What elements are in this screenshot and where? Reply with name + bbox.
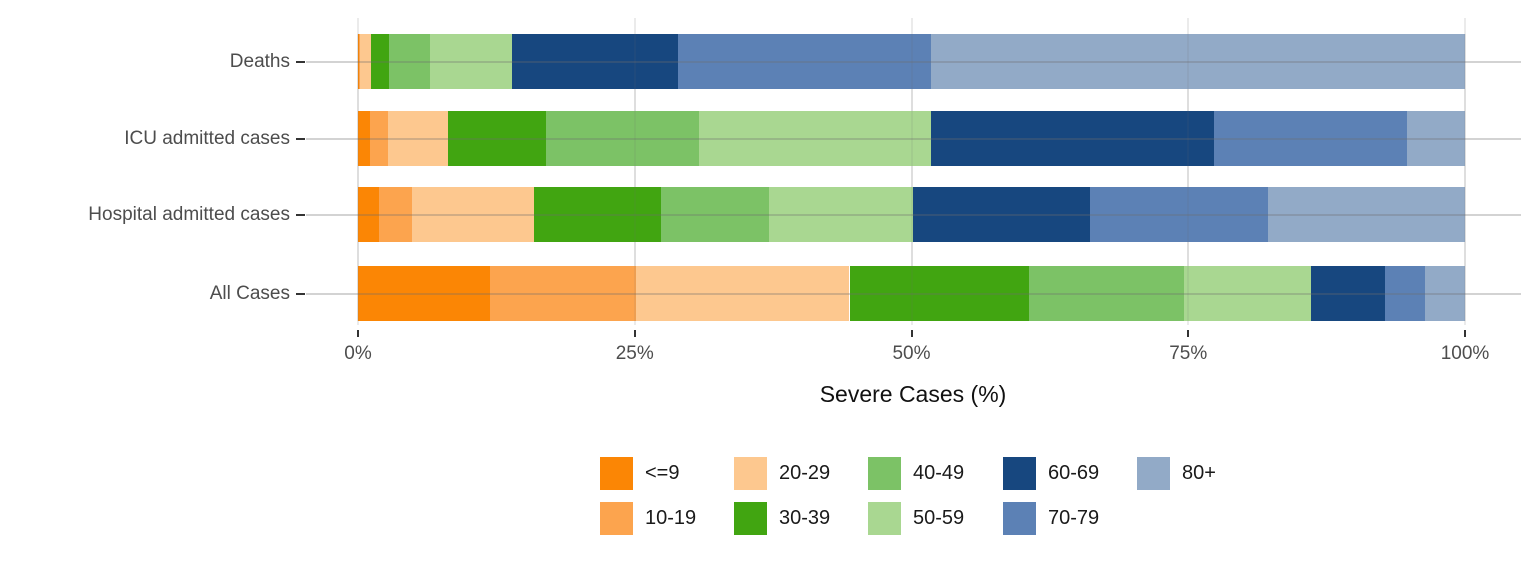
bar-segment-age-10-19 [370, 111, 388, 166]
bar-segment-age-50-59 [1183, 266, 1312, 321]
bar-segment-age-50-59 [429, 34, 512, 89]
bar-segment-age-60-69 [1311, 266, 1386, 321]
legend-label: 30-39 [779, 507, 831, 529]
legend-swatch-age-30-39 [734, 502, 767, 535]
bar-row [358, 266, 1465, 321]
vertical-gridline-overlay [633, 34, 636, 321]
bar-segment-age-30-39 [534, 187, 662, 242]
legend-swatch-age-20-29 [734, 457, 767, 490]
bar-segment-age-50-59 [698, 111, 932, 166]
bar-segment-age-80 [931, 34, 1465, 89]
x-axis-tick [910, 330, 913, 337]
vertical-gridline [1187, 18, 1190, 325]
bar-segment-age-20-29 [635, 266, 850, 321]
bar-segment-age-20-29 [387, 111, 448, 166]
bar-segment-age-60-69 [511, 34, 678, 89]
vertical-gridline [633, 18, 636, 325]
y-axis-tick [296, 213, 305, 216]
legend-swatch-age-9 [600, 457, 633, 490]
vertical-gridline-overlay [910, 34, 913, 321]
legend-label: <=9 [645, 462, 680, 484]
legend-label: 40-49 [913, 462, 965, 484]
horizontal-gridline [306, 292, 1521, 295]
bar-segment-age-9 [358, 266, 490, 321]
x-axis-tick-label: 25% [615, 343, 654, 364]
legend-swatch-age-10-19 [600, 502, 633, 535]
x-axis-title: Severe Cases (%) [819, 381, 1007, 407]
legend-swatch-age-60-69 [1003, 457, 1036, 490]
bar-segment-age-40-49 [546, 111, 699, 166]
legend-label: 20-29 [779, 462, 831, 484]
category-label: Deaths [229, 50, 290, 72]
vertical-gridline [1464, 18, 1466, 325]
x-axis-tick [357, 330, 359, 337]
category-label: All Cases [209, 282, 290, 304]
category-label: ICU admitted cases [124, 127, 290, 149]
category-label: Hospital admitted cases [88, 203, 290, 225]
horizontal-gridline [306, 60, 1521, 63]
bar-segment-age-40-49 [1028, 266, 1184, 321]
bar-segment-age-70-79 [1089, 187, 1268, 242]
bar-segment-age-80 [1267, 187, 1465, 242]
legend-swatch-age-80 [1137, 457, 1170, 490]
bar-segment-age-10-19 [379, 187, 413, 242]
x-axis-tick-label: 0% [344, 343, 372, 364]
x-axis-tick [1464, 330, 1466, 337]
bar-segment-age-30-39 [849, 266, 1029, 321]
x-axis-tick-label: 50% [892, 343, 931, 364]
horizontal-gridline [306, 213, 1521, 216]
bar-segment-age-60-69 [912, 187, 1090, 242]
bar-segment-age-40-49 [388, 34, 430, 89]
y-axis-tick [296, 137, 305, 140]
legend-swatch-age-50-59 [868, 502, 901, 535]
legend-swatch-age-70-79 [1003, 502, 1036, 535]
legend-label: 60-69 [1048, 462, 1100, 484]
vertical-gridline-overlay [357, 34, 359, 321]
bar-segment-age-60-69 [931, 111, 1214, 166]
vertical-gridline-overlay [1464, 34, 1466, 321]
x-axis-tick-label: 75% [1169, 343, 1208, 364]
bar-segment-age-30-39 [447, 111, 547, 166]
bar-row [358, 187, 1465, 242]
legend-label: 80+ [1182, 462, 1216, 484]
bar-row [358, 34, 1465, 89]
legend-label: 50-59 [913, 507, 965, 529]
vertical-gridline [910, 18, 913, 325]
vertical-gridline-overlay [1187, 34, 1190, 321]
bar-segment-age-30-39 [371, 34, 389, 89]
x-axis-tick [1187, 330, 1190, 337]
vertical-gridline [357, 18, 359, 325]
y-axis-tick [296, 60, 305, 63]
bar-segment-age-40-49 [661, 187, 769, 242]
bar-segment-age-70-79 [1385, 266, 1426, 321]
bar-segment-age-70-79 [677, 34, 932, 89]
x-axis-tick [633, 330, 636, 337]
legend-label: 70-79 [1048, 507, 1100, 529]
bar-segment-age-20-29 [360, 34, 372, 89]
bar-segment-age-20-29 [412, 187, 534, 242]
bar-segment-age-9 [358, 187, 380, 242]
bar-segment-age-80 [1407, 111, 1465, 166]
legend-label: 10-19 [645, 507, 697, 529]
bar-segment-age-10-19 [359, 34, 361, 89]
bar-segment-age-70-79 [1213, 111, 1408, 166]
x-axis-tick-label: 100% [1440, 343, 1490, 364]
horizontal-gridline [306, 137, 1521, 140]
bar-segment-age-9 [358, 111, 371, 166]
bar-segment-age-50-59 [768, 187, 913, 242]
bar-segment-age-80 [1425, 266, 1465, 321]
y-axis-tick [296, 292, 305, 295]
bar-row [358, 111, 1465, 166]
legend-swatch-age-40-49 [868, 457, 901, 490]
bar-segment-age-9 [358, 34, 360, 89]
bar-segment-age-10-19 [489, 266, 636, 321]
